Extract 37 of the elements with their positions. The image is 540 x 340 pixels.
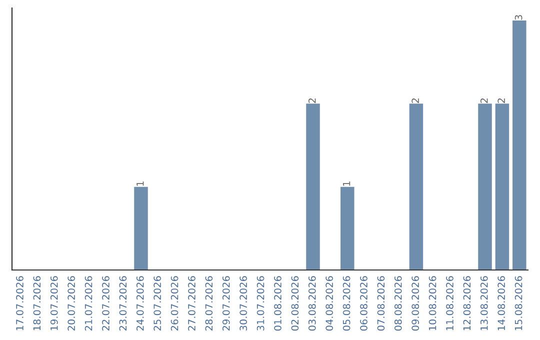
- x-tick-label: 31.07.2026: [256, 276, 264, 330]
- x-tick-label: 20.07.2026: [68, 276, 76, 331]
- x-tick-label: 08.08.2026: [394, 276, 402, 331]
- x-tick-label: 28.07.2026: [205, 276, 213, 331]
- x-tick-label: 12.08.2026: [463, 276, 471, 330]
- x-tick-label: 21.07.2026: [84, 276, 92, 331]
- x-tick-label: 01.08.2026: [274, 276, 282, 331]
- data-label: 2: [480, 98, 488, 103]
- data-label: 2: [308, 98, 316, 103]
- x-tick-label: 05.08.2026: [342, 276, 350, 331]
- x-tick-label: 09.08.2026: [412, 276, 420, 331]
- x-tick-label: 30.07.2026: [240, 276, 248, 330]
- x-tick-label: 29.07.2026: [222, 276, 230, 331]
- x-tick-label: 27.07.2026: [188, 276, 196, 331]
- x-tick-label: 15.08.2026: [514, 276, 522, 330]
- x-tick-label: 17.07.2026: [16, 276, 24, 330]
- x-tick-label: 03.08.2026: [308, 276, 316, 331]
- x-tick-label: 06.08.2026: [360, 276, 368, 331]
- data-label: 2: [412, 98, 419, 103]
- x-tick-label: 25.07.2026: [154, 276, 162, 331]
- x-tick-label: 23.07.2026: [119, 276, 127, 331]
- x-tick-label: 26.07.2026: [170, 276, 178, 331]
- x-tick-label: 14.08.2026: [498, 276, 506, 330]
- x-tick-label: 18.07.2026: [33, 276, 41, 330]
- x-tick-label: 19.07.2026: [50, 276, 58, 330]
- x-tick-label: 02.08.2026: [291, 276, 299, 331]
- x-tick-label: 10.08.2026: [428, 276, 436, 330]
- x-tick-label: 22.07.2026: [102, 276, 110, 331]
- data-label: 1: [342, 182, 350, 186]
- x-tick-label: 07.08.2026: [377, 276, 385, 331]
- data-label: 2: [498, 98, 505, 103]
- x-tick-label: 11.08.2026: [446, 276, 454, 330]
- data-label: 1: [136, 182, 144, 186]
- x-tick-label: 04.08.2026: [326, 276, 334, 331]
- data-label: 3: [514, 15, 522, 20]
- x-tick-label: 24.07.2026: [136, 276, 144, 331]
- x-tick-label: 13.08.2026: [480, 276, 488, 330]
